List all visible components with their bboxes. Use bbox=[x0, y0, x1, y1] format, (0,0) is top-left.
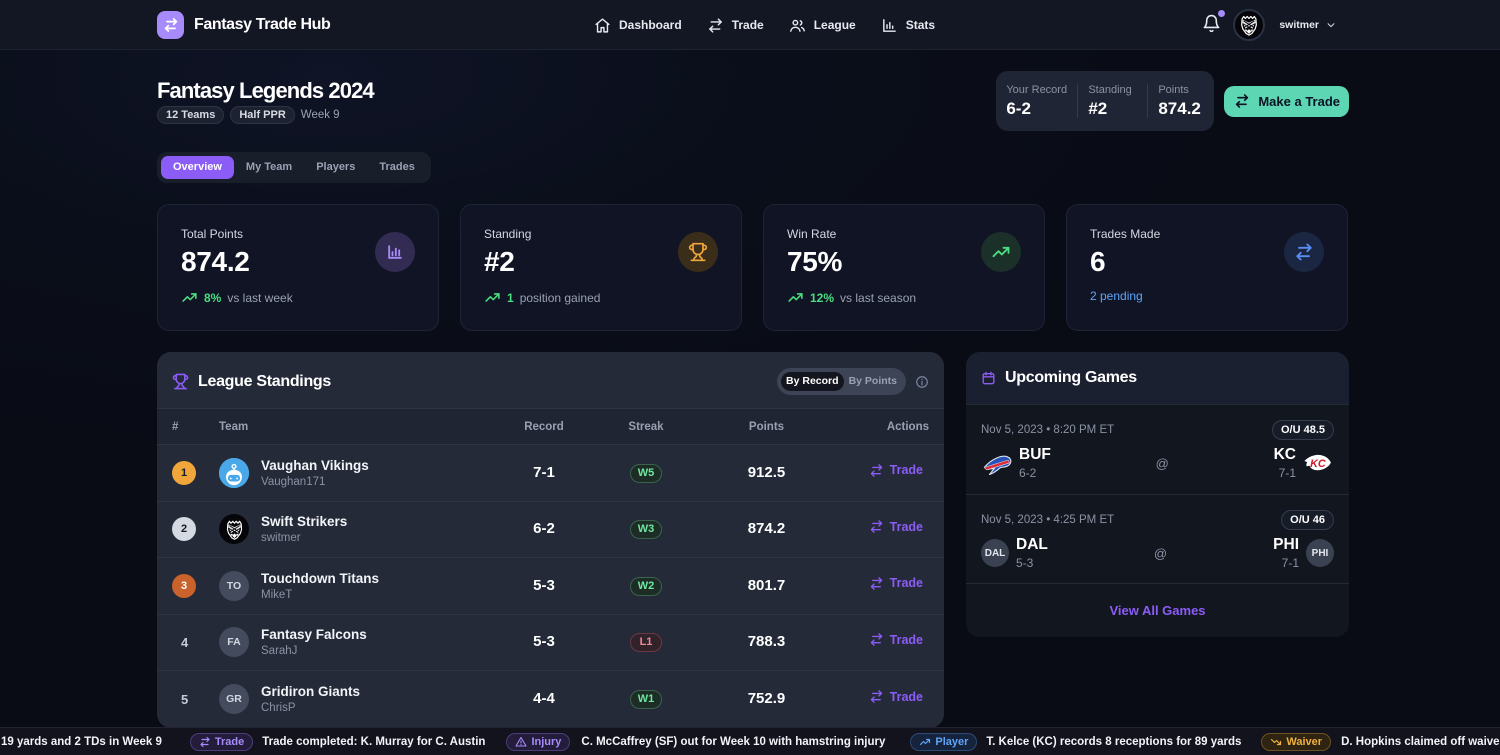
svg-text:KC: KC bbox=[1310, 457, 1326, 469]
